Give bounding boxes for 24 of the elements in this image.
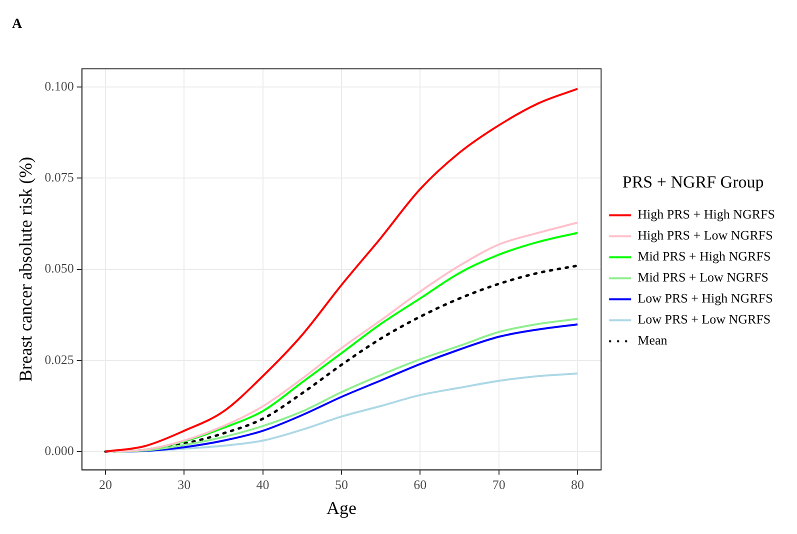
legend-label: High PRS + Low NGRFS (638, 228, 773, 243)
y-tick-label: 0.075 (44, 170, 74, 185)
x-tick-label: 80 (571, 477, 584, 492)
y-tick-label: 0.100 (44, 78, 74, 94)
x-tick-label: 20 (98, 477, 112, 492)
y-tick-label: 0.000 (44, 442, 74, 458)
x-tick-label: 60 (414, 477, 427, 492)
x-axis-title: Age (326, 498, 356, 518)
x-tick-label: 50 (334, 477, 348, 492)
x-tick-label: 70 (492, 477, 506, 492)
y-tick-label: 0.050 (44, 260, 74, 276)
y-tick-label: 0.025 (44, 352, 74, 367)
legend-label: High PRS + High NGRFS (638, 206, 776, 222)
legend-label: Mid PRS + Low NGRFS (638, 270, 769, 285)
x-tick-label: 40 (256, 477, 270, 492)
legend-label: Mid PRS + High NGRFS (638, 248, 771, 264)
x-tick-label: 30 (178, 477, 191, 492)
legend-label: Low PRS + High NGRFS (638, 290, 773, 306)
chart-title: A (12, 17, 23, 32)
legend-title: PRS + NGRF Group (622, 172, 764, 192)
legend-label: Low PRS + Low NGRFS (638, 312, 771, 327)
line-series (104, 88, 579, 453)
legend-label: Mean (638, 332, 668, 348)
y-axis-title: Breast cancer absolute risk (%) (16, 156, 36, 382)
